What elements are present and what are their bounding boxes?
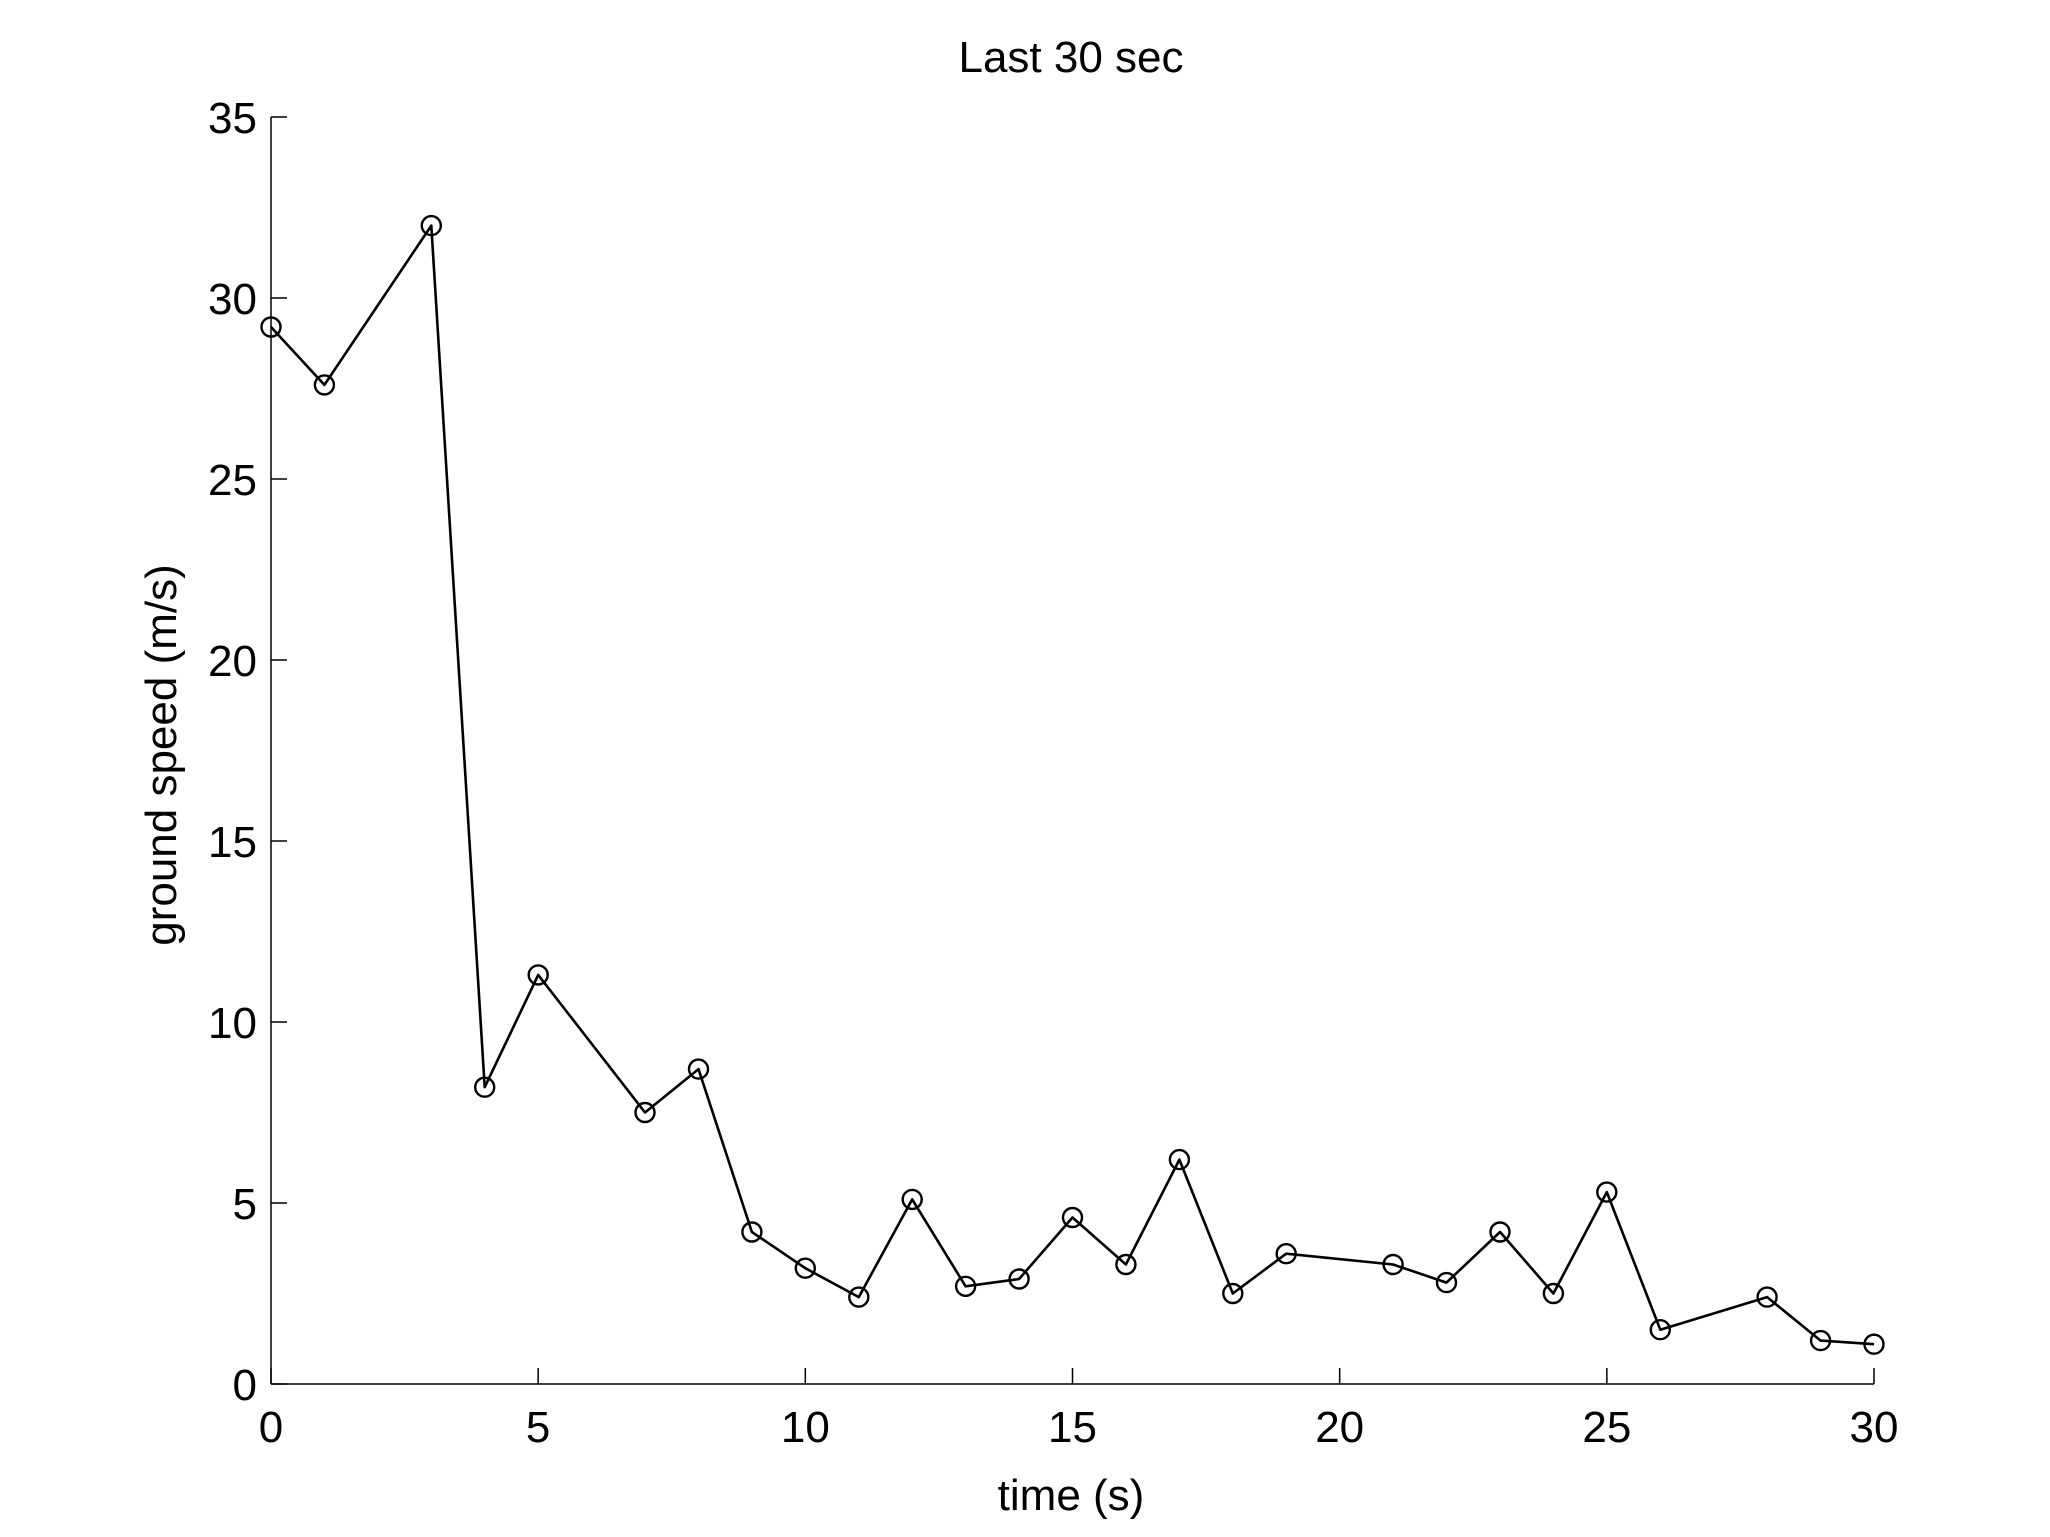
x-tick-label: 10: [781, 1403, 830, 1452]
x-tick-label: 15: [1048, 1403, 1097, 1452]
data-point-marker: [1863, 1333, 1885, 1355]
x-tick-label: 25: [1582, 1403, 1631, 1452]
y-tick-label: 10: [208, 999, 257, 1048]
data-point-marker: [313, 374, 336, 396]
axes: [270, 117, 1874, 1385]
x-tick-label: 20: [1315, 1403, 1364, 1452]
data-point-marker: [687, 1058, 710, 1080]
data-point-marker: [527, 964, 549, 986]
data-point-marker: [420, 214, 442, 237]
y-axis-ticks: 0 5 10 15 20 25 30 35: [208, 94, 287, 1410]
x-axis-label: time (s): [998, 1471, 1145, 1520]
y-tick-label: 15: [208, 818, 257, 867]
data-point-marker: [794, 1257, 816, 1279]
data-point-marker: [1649, 1318, 1672, 1341]
y-axis-label: ground speed (m/s): [137, 564, 186, 946]
data-points: [260, 214, 1885, 1355]
data-point-marker: [1542, 1282, 1565, 1305]
chart-title: Last 30 sec: [958, 33, 1183, 82]
data-point-marker: [1168, 1148, 1191, 1171]
data-point-marker: [1275, 1242, 1297, 1265]
series-line: [270, 224, 1875, 1346]
y-tick-label: 30: [208, 275, 257, 324]
data-point-marker: [1382, 1253, 1404, 1276]
data-point-marker: [1115, 1253, 1137, 1276]
y-tick-label: 25: [208, 456, 257, 505]
data-point-marker: [1222, 1282, 1244, 1305]
data-point-marker: [260, 316, 282, 338]
data-point-marker: [1061, 1206, 1084, 1229]
data-point-marker: [954, 1275, 977, 1298]
data-point-marker: [901, 1188, 923, 1211]
data-point-marker: [1435, 1271, 1458, 1294]
data-point-marker: [848, 1286, 870, 1308]
x-tick-label: 5: [526, 1403, 550, 1452]
y-tick-label: 20: [208, 637, 257, 686]
x-tick-label: 30: [1850, 1403, 1899, 1452]
y-tick-label: 5: [233, 1180, 257, 1229]
data-point-marker: [474, 1076, 496, 1098]
data-point-marker: [1489, 1221, 1511, 1243]
data-point-marker: [634, 1101, 656, 1124]
data-point-marker: [1596, 1181, 1618, 1203]
x-axis-ticks: 0 5 10 15 20 25 30: [259, 1368, 1899, 1452]
y-tick-label: 0: [233, 1361, 257, 1410]
data-point-marker: [1756, 1286, 1778, 1308]
data-point-marker: [741, 1221, 763, 1243]
x-tick-label: 0: [259, 1403, 283, 1452]
data-point-marker: [1008, 1268, 1030, 1290]
data-point-marker: [1809, 1329, 1832, 1352]
y-tick-label: 35: [208, 94, 257, 143]
